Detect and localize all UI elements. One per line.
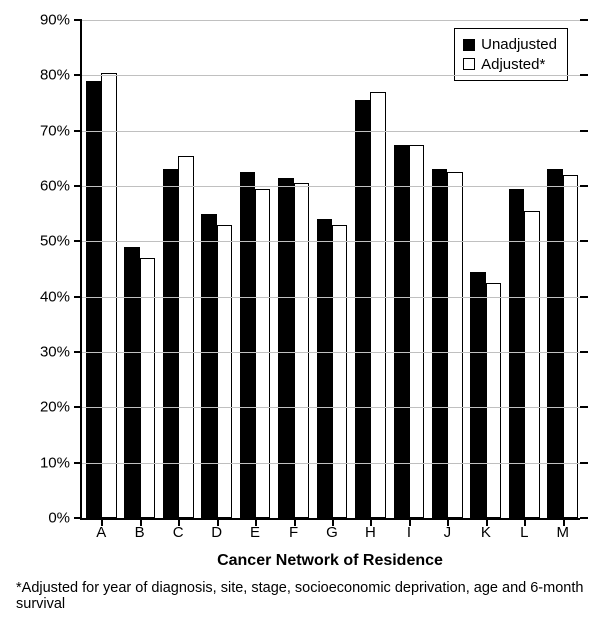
x-tick-label: F (289, 524, 298, 541)
bar-adjusted (563, 175, 578, 518)
legend-item-adjusted: Adjusted* (463, 55, 557, 75)
x-tick-label: L (520, 524, 528, 541)
y-tick (74, 351, 82, 353)
y-tick-label: 50% (40, 233, 70, 250)
y-tick-label: 20% (40, 399, 70, 416)
bar-adjusted (101, 73, 116, 518)
y-tick (580, 19, 588, 21)
gridline (82, 20, 580, 21)
y-tick (580, 351, 588, 353)
bar-unadjusted (278, 178, 293, 518)
y-tick (580, 130, 588, 132)
y-tick (74, 185, 82, 187)
y-tick (580, 296, 588, 298)
y-tick-label: 40% (40, 288, 70, 305)
bar-unadjusted (86, 81, 101, 518)
legend-swatch (463, 58, 475, 70)
gridline (82, 131, 580, 132)
x-tick-label: K (481, 524, 491, 541)
x-tick-label: C (173, 524, 184, 541)
bar-adjusted (447, 172, 462, 518)
y-tick (74, 19, 82, 21)
legend-label: Adjusted* (481, 55, 545, 75)
bar-unadjusted (509, 189, 524, 518)
bar-unadjusted (355, 100, 370, 518)
y-tick (74, 517, 82, 519)
y-tick (74, 406, 82, 408)
bar-unadjusted (163, 169, 178, 518)
figure: UnadjustedAdjusted* 0% 10% 20% 30% 40% 50% 60%… (0, 0, 600, 617)
x-tick-label: M (557, 524, 570, 541)
y-tick (580, 517, 588, 519)
gridline (82, 463, 580, 464)
gridline (82, 186, 580, 187)
bar-adjusted (294, 183, 309, 518)
y-tick-label: 60% (40, 178, 70, 195)
gridline (82, 241, 580, 242)
y-tick-label: 70% (40, 122, 70, 139)
y-tick-label: 10% (40, 454, 70, 471)
x-tick-label: D (211, 524, 222, 541)
y-tick (74, 130, 82, 132)
gridline (82, 297, 580, 298)
x-tick-label: A (96, 524, 106, 541)
footnote: *Adjusted for year of diagnosis, site, s… (16, 580, 584, 612)
x-tick-label: I (407, 524, 411, 541)
bars-layer (82, 20, 580, 518)
bar-unadjusted (317, 219, 332, 518)
y-tick (74, 240, 82, 242)
bar-adjusted (486, 283, 501, 518)
bar-adjusted (524, 211, 539, 518)
bar-unadjusted (124, 247, 139, 518)
bar-adjusted (255, 189, 270, 518)
x-tick-label: J (444, 524, 452, 541)
y-tick-label: 0% (48, 510, 70, 527)
legend-item-unadjusted: Unadjusted (463, 35, 557, 55)
legend-swatch (463, 39, 475, 51)
x-tick-label: H (365, 524, 376, 541)
gridline (82, 75, 580, 76)
bar-unadjusted (432, 169, 447, 518)
gridline (82, 352, 580, 353)
y-tick (74, 74, 82, 76)
bar-unadjusted (470, 272, 485, 518)
x-tick-label: G (326, 524, 338, 541)
legend: UnadjustedAdjusted* (454, 28, 568, 81)
y-tick (580, 185, 588, 187)
y-tick-label: 30% (40, 344, 70, 361)
y-tick (580, 462, 588, 464)
y-tick (74, 462, 82, 464)
x-tick-label: E (250, 524, 260, 541)
y-tick (580, 74, 588, 76)
legend-label: Unadjusted (481, 35, 557, 55)
x-tick-label: B (135, 524, 145, 541)
y-tick-label: 90% (40, 12, 70, 29)
x-axis-title: Cancer Network of Residence (217, 552, 443, 570)
plot-area: UnadjustedAdjusted* 0%10%20%30%40%50%60%… (80, 20, 580, 520)
y-tick (580, 240, 588, 242)
y-tick (580, 406, 588, 408)
bar-unadjusted (240, 172, 255, 518)
gridline (82, 407, 580, 408)
bar-adjusted (370, 92, 385, 518)
bar-unadjusted (201, 214, 216, 518)
bar-adjusted (332, 225, 347, 518)
y-tick (74, 296, 82, 298)
bar-adjusted (217, 225, 232, 518)
y-tick-label: 80% (40, 67, 70, 84)
bar-unadjusted (547, 169, 562, 518)
